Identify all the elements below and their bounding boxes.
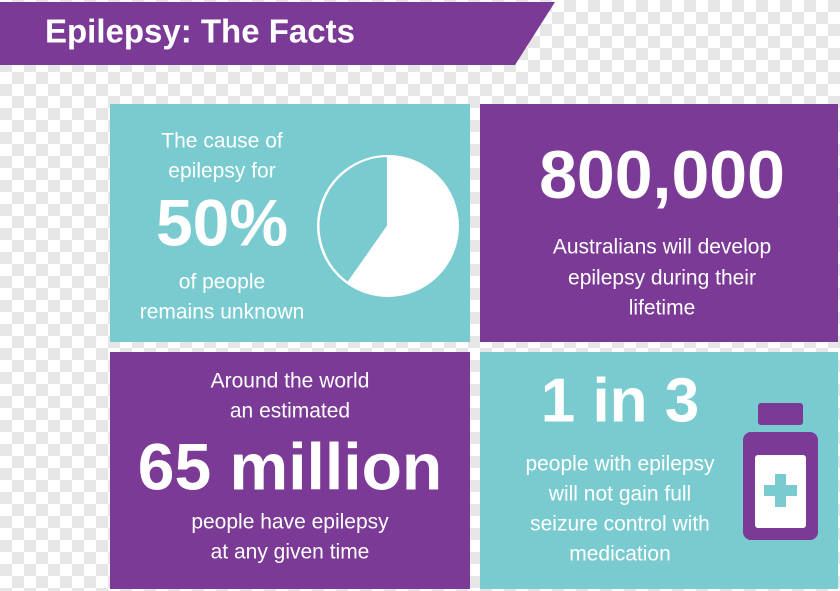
panel-text: at any given time — [211, 541, 370, 564]
panel-text: lifetime — [629, 297, 696, 320]
panel-text: epilepsy during their — [568, 267, 756, 290]
pie-slice — [317, 154, 389, 285]
panel-text: medication — [569, 543, 671, 566]
panel-text: seizure control with — [530, 513, 710, 536]
panel-text: Australians will develop — [553, 236, 771, 259]
panel-text: will not gain full — [548, 483, 691, 506]
title-banner — [0, 2, 555, 65]
panel-text: The cause of — [161, 130, 283, 153]
bottle-icon — [743, 403, 818, 540]
panel-figure: 65 million — [138, 429, 442, 503]
panel-text: an estimated — [230, 400, 350, 423]
panel-text: of people — [179, 271, 265, 294]
panel-text: people with epilepsy — [525, 453, 715, 476]
panel — [480, 104, 838, 342]
panel-text: Around the world — [211, 370, 370, 393]
title: Epilepsy: The Facts — [45, 13, 355, 50]
panel-text: people have epilepsy — [191, 511, 389, 534]
panel — [110, 352, 470, 589]
panel-figure: 800,000 — [539, 137, 785, 213]
panel-text: remains unknown — [140, 301, 305, 324]
panel-text: epilepsy for — [168, 160, 275, 183]
panel-figure: 50% — [156, 185, 288, 259]
panel-figure: 1 in 3 — [541, 366, 700, 435]
